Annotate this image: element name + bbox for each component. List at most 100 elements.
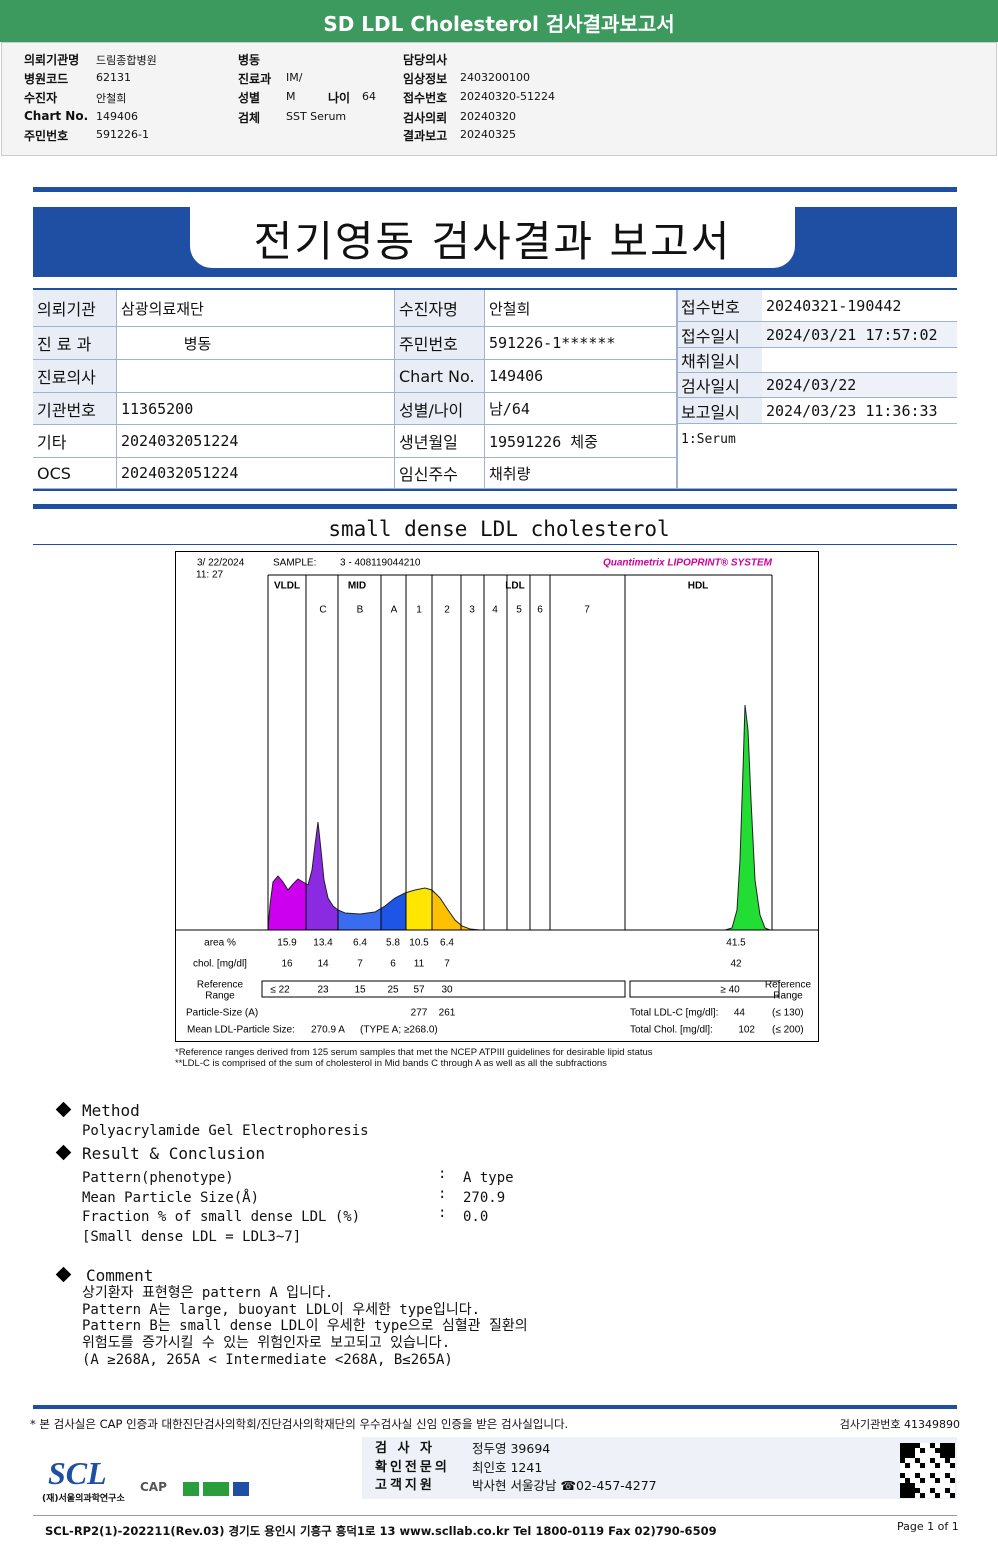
row-value: 7 [357,959,363,970]
info-label: Chart No. [24,109,89,123]
reference-box [629,980,780,998]
qr-module [920,1463,925,1468]
qr-module [935,1493,940,1498]
qr-module [905,1463,910,1468]
mean-type: (TYPE A; ≥268.0) [360,1025,438,1036]
qr-module [945,1453,950,1458]
info-label: 검체 [238,111,261,125]
bullet [55,1101,72,1118]
table-value: 2024/03/22 [762,373,957,398]
result-sep: : [438,1166,447,1182]
header-title: SD LDL Cholesterol 검사결과보고서 [323,12,675,36]
info-value: 64 [362,90,376,103]
table-value: 20240321-190442 [762,290,957,322]
bullet [55,1144,72,1161]
table-value: 11365200 [117,393,395,425]
comment-line: 상기환자 표현형은 pattern A 입니다. [82,1285,334,1301]
row-value: 15.9 [277,938,297,949]
qr-module [900,1448,905,1453]
table-label: 진료의사 [33,360,117,393]
logo: SCL [48,1455,107,1491]
info-value: M [286,90,296,103]
qr-module [945,1458,950,1463]
qr-module [935,1478,940,1483]
table-label: 성별/나이 [395,393,485,425]
reference-label: Reference [197,980,244,991]
info-label: 나이 [328,91,351,105]
qr-module [905,1443,910,1448]
qr-module [930,1473,935,1478]
comment-line: 위험도를 증가시킬 수 있는 위험인자로 보고되고 있습니다. [82,1335,451,1352]
qr-module [900,1493,905,1498]
subband-name: B [357,605,364,616]
reference-value: ≥ 40 [720,985,740,996]
table-label: 기관번호 [33,393,117,425]
table-value: 병동 [117,327,395,360]
info-label: 병동 [238,53,261,67]
result-value: 270.9 [463,1189,506,1206]
reference-value: 25 [387,985,399,996]
table-value [117,360,395,393]
table-label: OCS [33,458,117,489]
curve-fill [306,822,338,930]
info-label: 수진자 [24,91,58,105]
total-label: Total LDL-C [mg/dl]: [630,1008,718,1019]
info-label: 결과보고 [403,129,448,143]
table-value: 삼광의료재단 [117,290,395,327]
band-name: HDL [688,581,709,592]
particle-value: 277 [411,1008,428,1019]
result-label: Pattern(phenotype) [82,1170,234,1186]
row-value: 14 [317,959,329,970]
staff-box [362,1437,957,1499]
section-heading: Comment [86,1266,154,1285]
sample-id: 3 - 408119044210 [340,558,421,569]
table-label: 생년월일 [395,425,485,458]
qr-module [915,1488,920,1493]
cert-logo [203,1482,229,1496]
table-label: 주민번호 [395,327,485,360]
curve-fill [461,925,480,930]
info-value: 591226-1 [96,128,149,141]
qr-module [900,1488,905,1493]
page-number: Page 1 of 1 [897,1520,959,1533]
qr-module [905,1478,910,1483]
system-name: Quantimetrix LIPOPRINT® SYSTEM [603,558,773,569]
staff-label: 고객지원 [375,1478,435,1493]
banner-tab [190,202,795,268]
row-value: 10.5 [409,938,429,949]
qr-module [950,1478,955,1483]
curve-fill [432,890,461,930]
qr-module [900,1443,905,1448]
total-value: 102 [738,1025,755,1036]
info-label: 진료과 [238,72,272,86]
particle-value: 261 [439,1008,456,1019]
banner-line [33,187,957,192]
reference-value: 30 [441,985,453,996]
bullet [55,1266,72,1283]
total-range: (≤ 130) [772,1008,804,1019]
info-value: 2403200100 [460,71,530,84]
result-label: Mean Particle Size(Å) [82,1189,260,1206]
reference-value: ≤ 22 [270,985,290,996]
info-label: 의뢰기관명 [24,53,80,67]
table-label: 접수번호 [677,290,762,322]
qr-module [945,1488,950,1493]
table-value: 149406 [485,360,677,393]
table-label: 보고일시 [677,398,762,424]
result-label: Fraction % of small dense LDL (%) [82,1209,361,1225]
qr-module [950,1463,955,1468]
qr-module [900,1453,905,1458]
qr-module [935,1448,940,1453]
table-label: 접수일시 [677,322,762,348]
reference-label: Range [205,991,235,1002]
address: SCL-RP2(1)-202211(Rev.03) 경기도 용인시 기흥구 흥덕… [45,1524,717,1538]
total-range: (≤ 200) [772,1025,804,1036]
subband-name: C [319,605,326,616]
row-value: 6 [390,959,396,970]
qr-module [950,1443,955,1448]
qr-module [905,1493,910,1498]
qr-module [935,1463,940,1468]
result-sep: : [438,1185,447,1202]
band-name: LDL [505,581,524,592]
